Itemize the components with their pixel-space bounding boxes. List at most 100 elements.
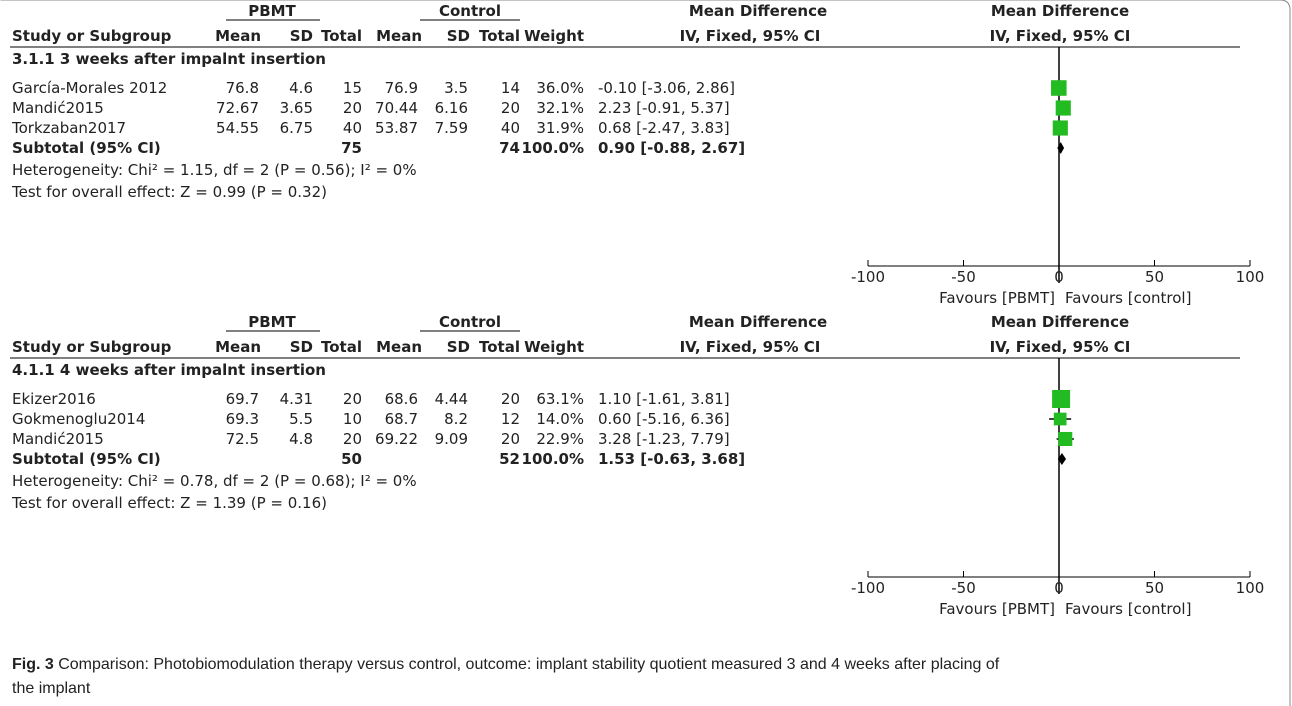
header-weight: Weight bbox=[524, 27, 584, 45]
overall-effect-text: Test for overall effect: Z = 0.99 (P = 0… bbox=[11, 183, 327, 201]
header-control: Control bbox=[439, 313, 501, 331]
pbmt-total: 20 bbox=[343, 430, 362, 448]
figure-caption-text: Comparison: Photobiomodulation therapy v… bbox=[54, 656, 1000, 673]
pbmt-mean: 54.55 bbox=[216, 119, 259, 137]
header-control-sd: SD bbox=[447, 27, 470, 45]
figure-caption-line2: the implant bbox=[12, 680, 91, 697]
header-pbmt-sd: SD bbox=[290, 27, 313, 45]
header-control-sd: SD bbox=[447, 338, 470, 356]
x-axis-tick-label: 100 bbox=[1236, 579, 1265, 597]
study-weight: 32.1% bbox=[536, 99, 584, 117]
subtotal-weight: 100.0% bbox=[522, 450, 584, 468]
subtotal-control-total: 74 bbox=[499, 139, 520, 157]
subtotal-diamond bbox=[1057, 142, 1065, 154]
subtotal-pbmt-total: 50 bbox=[341, 450, 362, 468]
subtotal-diamond bbox=[1057, 453, 1067, 465]
subtotal-weight: 100.0% bbox=[522, 139, 584, 157]
control-total: 20 bbox=[501, 390, 520, 408]
heterogeneity-text: Heterogeneity: Chi² = 0.78, df = 2 (P = … bbox=[12, 472, 417, 490]
control-sd: 9.09 bbox=[435, 430, 468, 448]
study-ci: 0.68 [-2.47, 3.83] bbox=[598, 119, 730, 137]
subtotal-ci: 0.90 [-0.88, 2.67] bbox=[598, 139, 745, 157]
control-mean: 53.87 bbox=[375, 119, 418, 137]
study-weight: 36.0% bbox=[536, 79, 584, 97]
x-axis-tick-label: -100 bbox=[851, 268, 885, 286]
pbmt-sd: 4.31 bbox=[280, 390, 313, 408]
x-axis-tick-label: 0 bbox=[1054, 579, 1064, 597]
pbmt-sd: 6.75 bbox=[280, 119, 313, 137]
x-axis-tick-label: -50 bbox=[951, 268, 976, 286]
study-weight: 63.1% bbox=[536, 390, 584, 408]
header-pbmt-total: Total bbox=[321, 338, 362, 356]
control-mean: 69.22 bbox=[375, 430, 418, 448]
study-effect-marker bbox=[1058, 431, 1073, 447]
control-mean: 68.6 bbox=[385, 390, 418, 408]
study-effect-marker bbox=[1055, 100, 1071, 116]
x-axis-tick-label: 100 bbox=[1236, 268, 1265, 286]
study-name: García-Morales 2012 bbox=[12, 79, 167, 97]
pbmt-total: 20 bbox=[343, 390, 362, 408]
header-plot-method: IV, Fixed, 95% CI bbox=[990, 338, 1131, 356]
header-control-total: Total bbox=[479, 27, 520, 45]
heterogeneity-text: Heterogeneity: Chi² = 1.15, df = 2 (P = … bbox=[12, 161, 417, 179]
control-mean: 70.44 bbox=[375, 99, 418, 117]
pbmt-total: 15 bbox=[343, 79, 362, 97]
study-effect-marker bbox=[1053, 412, 1067, 426]
control-mean: 68.7 bbox=[385, 410, 418, 428]
forest-panel-1: PBMT Control Mean Difference Mean Differenc… bbox=[10, 2, 1264, 307]
study-ci: -0.10 [-3.06, 2.86] bbox=[598, 79, 735, 97]
study-name: Gokmenoglu2014 bbox=[12, 410, 145, 428]
subtotal-control-total: 52 bbox=[499, 450, 520, 468]
figure-caption-line1: Fig. 3 Comparison: Photobiomodulation th… bbox=[12, 656, 1000, 673]
x-axis-tick-label: -100 bbox=[851, 579, 885, 597]
study-name: Torkzaban2017 bbox=[11, 119, 126, 137]
header-method: IV, Fixed, 95% CI bbox=[680, 27, 821, 45]
forest-panel-2: PBMT Control Mean Difference Mean Differenc… bbox=[10, 313, 1264, 618]
control-total: 20 bbox=[501, 99, 520, 117]
favours-left-label: Favours [PBMT] bbox=[939, 289, 1055, 307]
study-ci: 2.23 [-0.91, 5.37] bbox=[598, 99, 730, 117]
subtotal-ci: 1.53 [-0.63, 3.68] bbox=[598, 450, 745, 468]
study-effect-marker bbox=[1052, 120, 1068, 136]
x-axis-tick-label: 0 bbox=[1054, 268, 1064, 286]
header-control: Control bbox=[439, 2, 501, 20]
study-ci: 1.10 [-1.61, 3.81] bbox=[598, 390, 730, 408]
pbmt-sd: 4.6 bbox=[289, 79, 313, 97]
pbmt-sd: 4.8 bbox=[289, 430, 313, 448]
control-total: 40 bbox=[501, 119, 520, 137]
header-pbmt: PBMT bbox=[248, 313, 296, 331]
favours-left-label: Favours [PBMT] bbox=[939, 600, 1055, 618]
subtotal-pbmt-total: 75 bbox=[341, 139, 362, 157]
header-mean-difference: Mean Difference bbox=[689, 313, 827, 331]
favours-right-label: Favours [control] bbox=[1065, 289, 1191, 307]
study-name: Ekizer2016 bbox=[12, 390, 96, 408]
pbmt-mean: 69.3 bbox=[226, 410, 259, 428]
pbmt-mean: 72.5 bbox=[226, 430, 259, 448]
control-sd: 4.44 bbox=[435, 390, 468, 408]
pbmt-total: 40 bbox=[343, 119, 362, 137]
pbmt-total: 10 bbox=[343, 410, 362, 428]
x-axis-tick-label: 50 bbox=[1145, 579, 1164, 597]
study-ci: 3.28 [-1.23, 7.79] bbox=[598, 430, 730, 448]
study-weight: 14.0% bbox=[536, 410, 584, 428]
control-mean: 76.9 bbox=[385, 79, 418, 97]
control-sd: 6.16 bbox=[435, 99, 468, 117]
control-sd: 8.2 bbox=[444, 410, 468, 428]
header-control-mean: Mean bbox=[376, 27, 422, 45]
control-total: 12 bbox=[501, 410, 520, 428]
header-control-total: Total bbox=[479, 338, 520, 356]
control-sd: 7.59 bbox=[435, 119, 468, 137]
header-plot-mean-difference: Mean Difference bbox=[991, 313, 1129, 331]
x-axis-tick-label: -50 bbox=[951, 579, 976, 597]
pbmt-sd: 5.5 bbox=[289, 410, 313, 428]
subgroup-title: 4.1.1 4 weeks after impalnt insertion bbox=[12, 361, 326, 379]
header-study: Study or Subgroup bbox=[12, 27, 172, 45]
pbmt-mean: 76.8 bbox=[226, 79, 259, 97]
control-sd: 3.5 bbox=[444, 79, 468, 97]
study-name: Mandić2015 bbox=[12, 430, 104, 448]
header-plot-method: IV, Fixed, 95% CI bbox=[990, 27, 1131, 45]
study-weight: 31.9% bbox=[536, 119, 584, 137]
overall-effect-text: Test for overall effect: Z = 1.39 (P = 0… bbox=[11, 494, 327, 512]
